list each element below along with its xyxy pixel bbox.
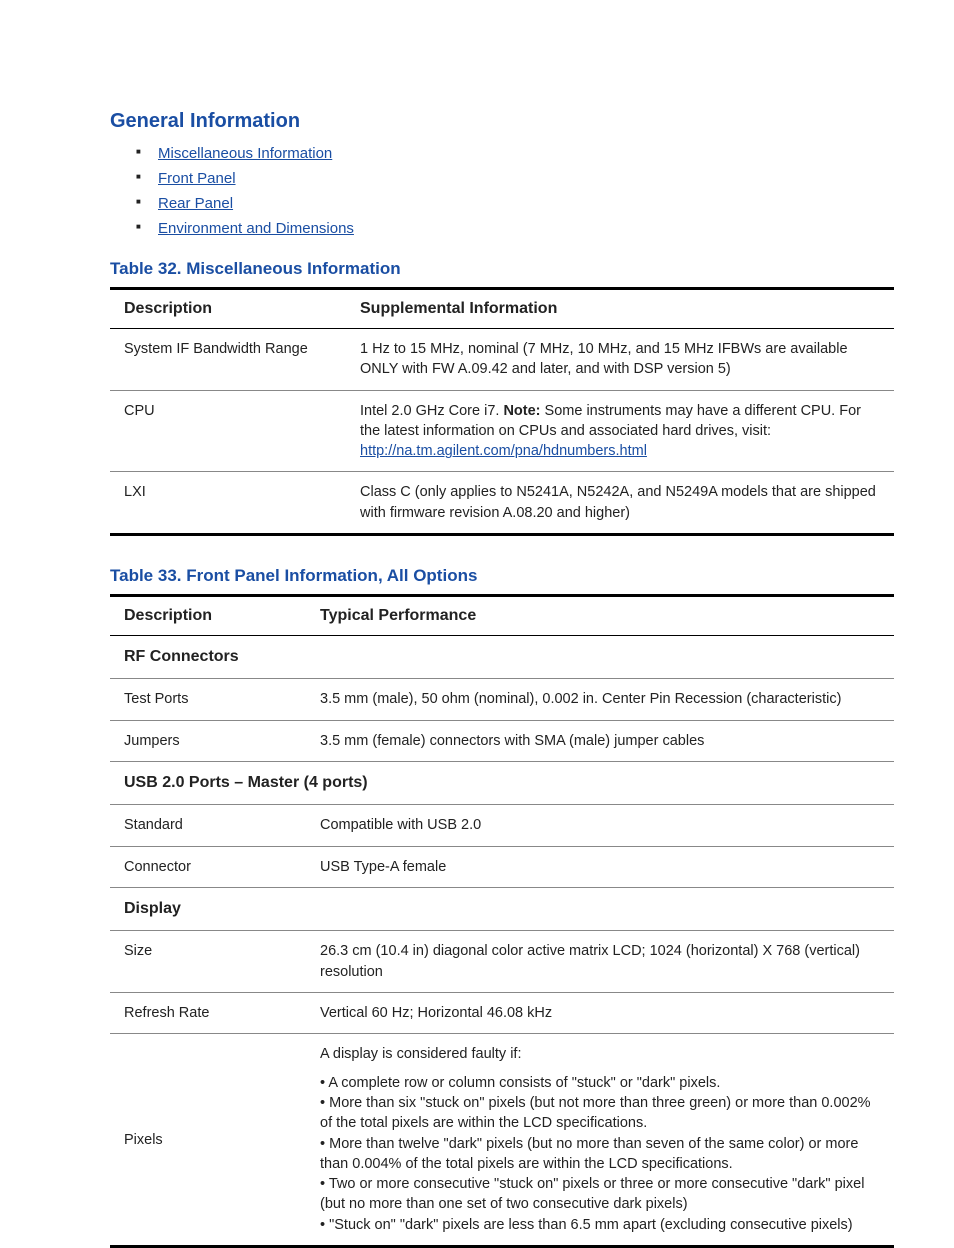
cell-info: 3.5 mm (male), 50 ohm (nominal), 0.002 i… bbox=[306, 679, 894, 720]
nav-link-environment[interactable]: Environment and Dimensions bbox=[158, 220, 354, 237]
cell-desc: Jumpers bbox=[110, 720, 306, 761]
cell-desc: Size bbox=[110, 931, 306, 993]
table-row: Standard Compatible with USB 2.0 bbox=[110, 805, 894, 846]
table33-header-desc: Description bbox=[110, 596, 306, 636]
cell-desc: Pixels bbox=[110, 1034, 306, 1247]
cell-info: Class C (only applies to N5241A, N5242A,… bbox=[346, 472, 894, 535]
table-header-row: Description Typical Performance bbox=[110, 596, 894, 636]
nav-link-list: Miscellaneous Information Front Panel Re… bbox=[110, 145, 894, 237]
pixels-bullet: • A complete row or column consists of "… bbox=[320, 1073, 882, 1093]
table32-header-desc: Description bbox=[110, 289, 346, 329]
list-item: Environment and Dimensions bbox=[158, 220, 894, 237]
cell-info: Compatible with USB 2.0 bbox=[306, 805, 894, 846]
cpu-info-link[interactable]: http://na.tm.agilent.com/pna/hdnumbers.h… bbox=[360, 443, 647, 459]
group-heading-rf: RF Connectors bbox=[110, 636, 894, 679]
table-row: Display bbox=[110, 888, 894, 931]
nav-link-front-panel[interactable]: Front Panel bbox=[158, 170, 236, 187]
nav-link-misc[interactable]: Miscellaneous Information bbox=[158, 145, 332, 162]
cell-desc: CPU bbox=[110, 390, 346, 472]
table-row: System IF Bandwidth Range 1 Hz to 15 MHz… bbox=[110, 329, 894, 391]
table-header-row: Description Supplemental Information bbox=[110, 289, 894, 329]
table-row: Size 26.3 cm (10.4 in) diagonal color ac… bbox=[110, 931, 894, 993]
table33-caption: Table 33. Front Panel Information, All O… bbox=[110, 566, 894, 586]
table-row: Pixels A display is considered faulty if… bbox=[110, 1034, 894, 1247]
table32-caption: Table 32. Miscellaneous Information bbox=[110, 259, 894, 279]
cell-info: Vertical 60 Hz; Horizontal 46.08 kHz bbox=[306, 993, 894, 1034]
list-item: Miscellaneous Information bbox=[158, 145, 894, 162]
table-row: USB 2.0 Ports – Master (4 ports) bbox=[110, 762, 894, 805]
cell-info: 26.3 cm (10.4 in) diagonal color active … bbox=[306, 931, 894, 993]
cell-info: 3.5 mm (female) connectors with SMA (mal… bbox=[306, 720, 894, 761]
cell-desc: System IF Bandwidth Range bbox=[110, 329, 346, 391]
table-row: Test Ports 3.5 mm (male), 50 ohm (nomina… bbox=[110, 679, 894, 720]
pixels-bullet: • More than six "stuck on" pixels (but n… bbox=[320, 1093, 882, 1134]
table-row: CPU Intel 2.0 GHz Core i7. Note: Some in… bbox=[110, 390, 894, 472]
nav-link-rear-panel[interactable]: Rear Panel bbox=[158, 195, 233, 212]
text: More than twelve "dark" pixels (but no m… bbox=[320, 1136, 858, 1172]
text: Two or more consecutive "stuck on" pixel… bbox=[320, 1176, 864, 1212]
table-row: Connector USB Type-A female bbox=[110, 846, 894, 887]
table-row: LXI Class C (only applies to N5241A, N52… bbox=[110, 472, 894, 535]
group-heading-usb: USB 2.0 Ports – Master (4 ports) bbox=[110, 762, 894, 805]
cell-desc: LXI bbox=[110, 472, 346, 535]
cell-info: USB Type-A female bbox=[306, 846, 894, 887]
text: More than six "stuck on" pixels (but not… bbox=[320, 1095, 871, 1131]
table32: Description Supplemental Information Sys… bbox=[110, 287, 894, 536]
list-item: Rear Panel bbox=[158, 195, 894, 212]
text: A complete row or column consists of "st… bbox=[328, 1075, 720, 1091]
document-page: General Information Miscellaneous Inform… bbox=[0, 0, 954, 1235]
table33-header-info: Typical Performance bbox=[306, 596, 894, 636]
table33: Description Typical Performance RF Conne… bbox=[110, 594, 894, 1248]
note-label: Note: bbox=[503, 403, 540, 419]
text: Intel 2.0 GHz Core i7. bbox=[360, 403, 503, 419]
cell-desc: Test Ports bbox=[110, 679, 306, 720]
table-row: Jumpers 3.5 mm (female) connectors with … bbox=[110, 720, 894, 761]
cell-info: Intel 2.0 GHz Core i7. Note: Some instru… bbox=[346, 390, 894, 472]
cell-info: 1 Hz to 15 MHz, nominal (7 MHz, 10 MHz, … bbox=[346, 329, 894, 391]
pixels-intro: A display is considered faulty if: bbox=[320, 1044, 882, 1064]
pixels-bullet: • "Stuck on" "dark" pixels are less than… bbox=[320, 1215, 882, 1235]
cell-info: A display is considered faulty if: • A c… bbox=[306, 1034, 894, 1247]
list-item: Front Panel bbox=[158, 170, 894, 187]
cell-desc: Refresh Rate bbox=[110, 993, 306, 1034]
table32-header-info: Supplemental Information bbox=[346, 289, 894, 329]
text: "Stuck on" "dark" pixels are less than 6… bbox=[329, 1217, 853, 1233]
table-row: Refresh Rate Vertical 60 Hz; Horizontal … bbox=[110, 993, 894, 1034]
group-heading-display: Display bbox=[110, 888, 894, 931]
table-row: RF Connectors bbox=[110, 636, 894, 679]
cell-desc: Standard bbox=[110, 805, 306, 846]
pixels-bullet: • Two or more consecutive "stuck on" pix… bbox=[320, 1174, 882, 1215]
cell-desc: Connector bbox=[110, 846, 306, 887]
pixels-bullet: • More than twelve "dark" pixels (but no… bbox=[320, 1134, 882, 1175]
section-heading: General Information bbox=[110, 110, 894, 133]
